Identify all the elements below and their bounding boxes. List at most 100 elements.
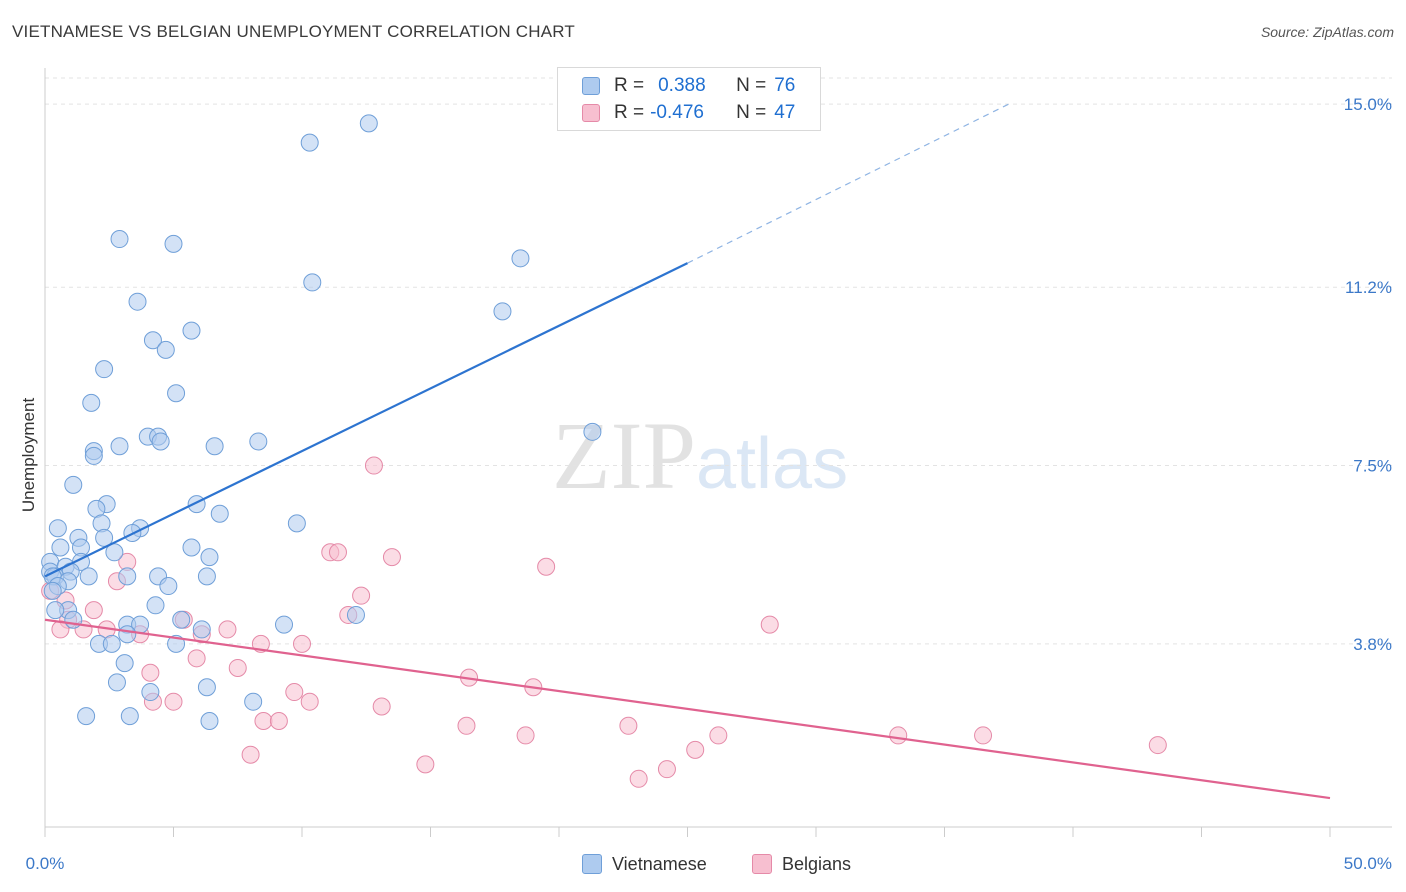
vietnamese-point [359, 114, 378, 133]
vietnamese-point [77, 707, 96, 726]
vietnamese-point [167, 384, 186, 403]
belgians-point [293, 634, 311, 653]
belgians-point [269, 711, 288, 730]
belgians-point [328, 543, 347, 562]
vietnamese-point [197, 678, 216, 697]
belgians-point [84, 601, 103, 620]
vietnamese-point [172, 610, 191, 629]
legend-swatch-vietnamese [582, 77, 600, 95]
y-tick-label: 15.0% [1344, 95, 1392, 114]
chart-title: VIETNAMESE VS BELGIAN UNEMPLOYMENT CORRE… [12, 22, 576, 41]
belgians-point [889, 726, 908, 745]
vietnamese-point [200, 711, 219, 730]
vietnamese-point [115, 654, 134, 673]
y-axis-label: Unemployment [19, 398, 38, 513]
x-tick-label: 50.0% [1344, 854, 1392, 873]
legend-row-belgians: R = -0.476 N = 47 [582, 101, 795, 125]
vietnamese-point [146, 596, 165, 615]
belgians-point [709, 726, 728, 745]
belgians-point [657, 760, 676, 779]
vietnamese-point [151, 432, 170, 451]
vietnamese-point [192, 620, 211, 639]
vietnamese-point [275, 615, 294, 634]
legend-row-vietnamese: R = 0.388 N = 76 [582, 74, 795, 98]
series-swatch-belgians [752, 854, 772, 874]
belgians-point [364, 456, 383, 475]
legend-r-value: -0.476 [650, 102, 704, 123]
legend-r-value: 0.388 [658, 75, 706, 96]
series-swatch-vietnamese [582, 854, 602, 874]
vietnamese-point [110, 437, 129, 456]
vietnamese-point [120, 707, 139, 726]
belgians-points [41, 456, 1167, 788]
belgians-point [241, 745, 260, 764]
belgians-point [285, 683, 304, 702]
belgians-point [760, 615, 779, 634]
belgians-point [619, 716, 638, 735]
legend-n-value: 47 [774, 102, 796, 123]
correlation-legend: R = 0.388 N = 76 R = -0.476 N = 47 [557, 67, 821, 131]
grid-lines [45, 77, 1392, 645]
vietnamese-point [159, 577, 178, 596]
vietnamese-point [46, 601, 65, 620]
y-tick-label: 7.5% [1353, 457, 1392, 476]
belgians-point [300, 692, 319, 711]
belgians-point [1148, 736, 1167, 755]
vietnamese-points [41, 114, 602, 730]
vietnamese-point [197, 567, 216, 586]
vietnamese-point [182, 538, 201, 557]
vietnamese-point [182, 321, 201, 340]
vietnamese-point [95, 528, 114, 547]
vietnamese-point [205, 437, 224, 456]
vietnamese-point [107, 673, 126, 692]
legend-n-label: N = [736, 102, 767, 123]
belgians-point [457, 716, 476, 735]
vietnamese-trend-extension [687, 103, 1010, 264]
belgians-point [254, 711, 273, 730]
vietnamese-point [118, 625, 137, 644]
vietnamese-point [511, 249, 530, 268]
vietnamese-point [84, 446, 103, 465]
vietnamese-point [105, 543, 124, 562]
vietnamese-point [102, 634, 121, 653]
belgians-point [218, 620, 237, 639]
axes [44, 68, 1392, 837]
vietnamese-point [82, 393, 101, 412]
belgians-point [629, 769, 648, 788]
vietnamese-point [79, 567, 98, 586]
vietnamese-point [583, 422, 602, 441]
trend-lines [44, 103, 1331, 800]
vietnamese-point [287, 514, 306, 533]
vietnamese-point [64, 610, 83, 629]
vietnamese-point [187, 495, 206, 514]
source-label: Source: ZipAtlas.com [1260, 24, 1394, 40]
legend-n-value: 76 [774, 75, 796, 96]
belgians-point [516, 726, 535, 745]
belgians-point [974, 726, 993, 745]
legend-n-label: N = [736, 75, 767, 96]
vietnamese-point [64, 475, 83, 494]
vietnamese-point [300, 133, 319, 152]
belgians-point [382, 548, 401, 567]
vietnamese-point [164, 234, 183, 253]
vietnamese-point [244, 692, 263, 711]
belgians-point [352, 586, 371, 605]
vietnamese-point [51, 538, 70, 557]
vietnamese-point [118, 567, 137, 586]
y-tick-label: 11.2% [1345, 278, 1392, 297]
legend-r-label: R = [614, 102, 645, 123]
belgians-point [372, 697, 391, 716]
belgians-trend-line [44, 618, 1331, 800]
belgians-point [416, 755, 435, 774]
vietnamese-point [110, 230, 129, 249]
vietnamese-point [141, 683, 160, 702]
vietnamese-trend-line [44, 262, 688, 578]
series-legend-vietnamese: Vietnamese [582, 852, 707, 876]
vietnamese-point [156, 340, 175, 359]
vietnamese-point [95, 360, 114, 379]
vietnamese-point [303, 273, 322, 292]
vietnamese-point [210, 504, 229, 523]
legend-swatch-belgians [582, 104, 600, 122]
tick-labels: 3.8% 7.5% 11.2% 15.0% 0.0% 50.0% [26, 95, 1392, 873]
